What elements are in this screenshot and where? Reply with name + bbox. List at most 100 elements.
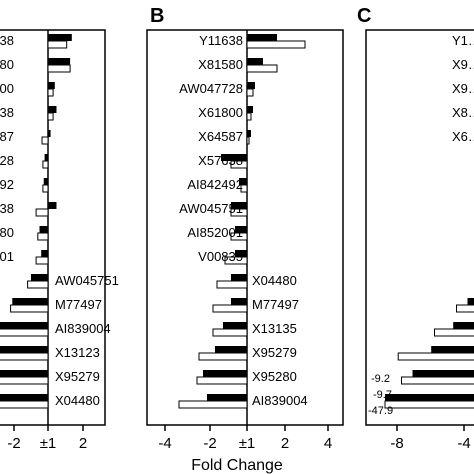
- gene-label: …2001: [0, 249, 14, 264]
- bar-filled: [247, 58, 263, 65]
- bar-open: [384, 400, 474, 409]
- gene-label: AW045751: [179, 201, 243, 216]
- gene-label: …38: [0, 201, 14, 216]
- bar-filled: [467, 298, 474, 305]
- bar-filled: [48, 106, 57, 113]
- gene-label: M77497: [55, 297, 102, 312]
- bar-open: [178, 400, 248, 409]
- ticks-layer: -2 ±1 2 -4 -2 ±1 2 4 -8 -4: [7, 425, 471, 452]
- panel-c-frame: [365, 29, 474, 426]
- bar-open: [0, 352, 49, 361]
- gene-label: X57638: [198, 153, 243, 168]
- bar-filled: [39, 226, 48, 233]
- gene-label: AI839004: [55, 321, 111, 336]
- bar-filled: [235, 250, 247, 257]
- x-tick-label: -2: [7, 435, 20, 452]
- gene-label: X95280: [252, 369, 297, 384]
- bar-filled: [41, 250, 48, 257]
- bar-filled: [247, 34, 277, 41]
- annotation-9-7: -9.7: [373, 389, 392, 401]
- bar-open: [240, 184, 248, 193]
- panel-letter-c: C: [357, 5, 371, 27]
- bar-open: [230, 232, 248, 241]
- bar-filled: [247, 130, 251, 137]
- gene-label: X9…: [452, 57, 474, 72]
- bar-filled: [235, 226, 247, 233]
- bar-open: [35, 208, 49, 217]
- bar-filled: [0, 346, 48, 353]
- gene-label: X13135: [252, 321, 297, 336]
- annotation-47-9: -47.9: [368, 405, 393, 417]
- bar-filled: [12, 298, 49, 305]
- bar-open: [0, 400, 49, 409]
- bar-filled: [453, 322, 474, 329]
- bar-open: [246, 64, 278, 73]
- x-tick-label: -4: [158, 435, 171, 452]
- bar-filled: [247, 106, 253, 113]
- bar-filled: [247, 82, 255, 89]
- bar-filled: [31, 274, 48, 281]
- gene-label: X04480: [55, 393, 100, 408]
- gene-label: …38: [0, 33, 14, 48]
- x-tick-label: 2: [79, 435, 87, 452]
- gene-label: X04480: [252, 273, 297, 288]
- panel-c-annotations: -9.2 -9.7 -47.9: [368, 373, 393, 417]
- bar-open: [216, 280, 248, 289]
- bar-open: [397, 352, 474, 361]
- bar-filled: [48, 58, 71, 65]
- bar-open: [47, 88, 54, 97]
- bar-open: [230, 208, 248, 217]
- gene-label: M77497: [252, 297, 299, 312]
- gene-label: Y1…: [452, 33, 474, 48]
- bar-filled: [0, 394, 48, 401]
- gene-label: …38: [0, 105, 14, 120]
- bar-filled: [0, 322, 48, 329]
- bar-open: [230, 160, 248, 169]
- gene-label: AI839004: [252, 393, 308, 408]
- bar-filled: [207, 394, 247, 401]
- bar-filled: [231, 274, 247, 281]
- bar-open: [246, 40, 306, 49]
- gene-label: X13123: [55, 345, 100, 360]
- annotation-9-2: -9.2: [371, 373, 390, 385]
- gene-label: AI852001: [187, 225, 243, 240]
- gene-label: …87: [0, 129, 14, 144]
- x-tick-label: 4: [324, 435, 332, 452]
- bar-open: [224, 256, 248, 265]
- panel-b-frame: [146, 29, 344, 426]
- bar-open: [246, 136, 250, 145]
- bar-filled: [43, 178, 48, 185]
- gene-label: …800: [0, 81, 14, 96]
- gene-label: X6…: [452, 129, 474, 144]
- bar-open: [198, 352, 248, 361]
- bar-open: [41, 136, 49, 145]
- bar-filled: [431, 346, 474, 353]
- bar-filled: [0, 370, 48, 377]
- gene-label: AW047728: [179, 81, 243, 96]
- bar-open: [212, 328, 248, 337]
- gene-label: Y11638: [199, 33, 243, 48]
- bar-open: [47, 40, 68, 49]
- bar-open: [10, 304, 49, 313]
- gene-label: X64587: [198, 129, 243, 144]
- bar-open: [27, 280, 49, 289]
- bar-open: [434, 328, 474, 337]
- bar-filled: [48, 202, 57, 209]
- gene-label: X81580: [198, 57, 243, 72]
- bar-filled: [48, 34, 72, 41]
- x-tick-label: 2: [281, 435, 289, 452]
- bar-filled: [44, 154, 48, 161]
- x-tick-label: -4: [457, 435, 470, 452]
- x-axis-label: Fold Change: [191, 457, 283, 474]
- gene-label: V00835: [198, 249, 243, 264]
- bar-open: [42, 160, 49, 169]
- bar-filled: [221, 154, 247, 161]
- gene-label: X95279: [252, 345, 297, 360]
- bar-open: [212, 304, 248, 313]
- bar-filled: [48, 130, 51, 137]
- gene-label: …47728: [0, 153, 14, 168]
- panel-letter-b: B: [150, 5, 164, 27]
- bar-open: [401, 376, 474, 385]
- x-tick-label: ±1: [40, 435, 57, 452]
- bar-filled: [48, 82, 55, 89]
